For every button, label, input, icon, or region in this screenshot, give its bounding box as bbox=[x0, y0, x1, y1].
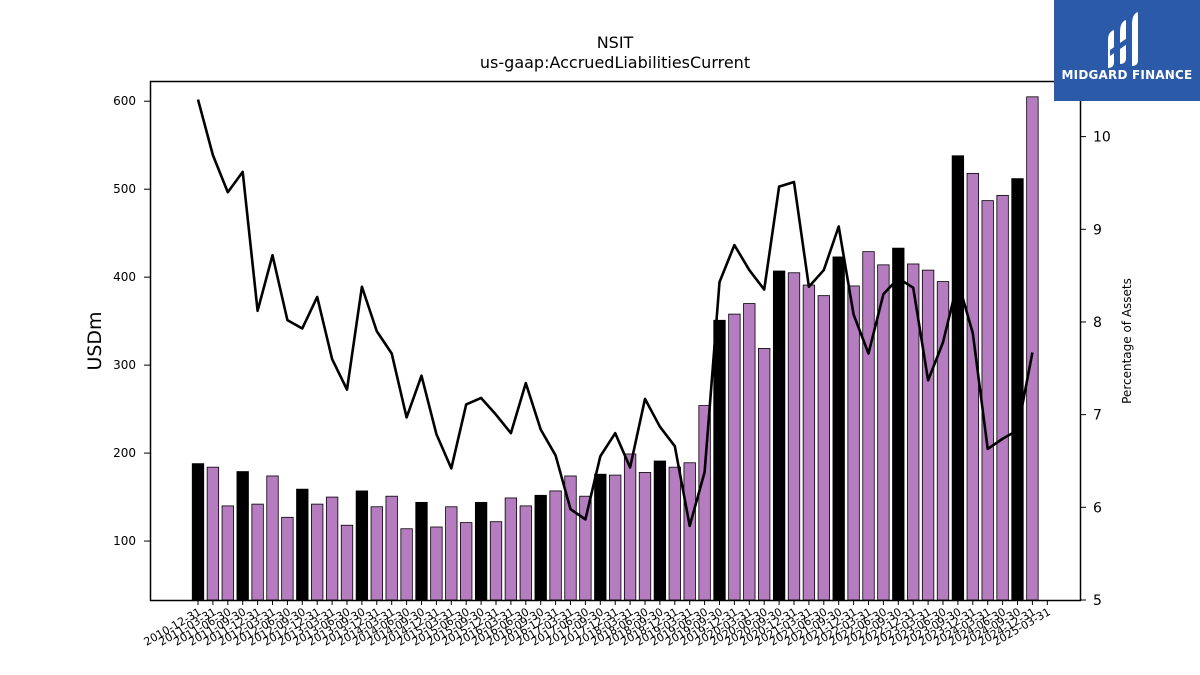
y-tick-label: 500 bbox=[113, 182, 136, 196]
y-tick-label: 400 bbox=[113, 270, 136, 284]
y2-tick-label: 10 bbox=[1093, 130, 1111, 146]
bar-2017-06-30 bbox=[579, 495, 592, 601]
bar-2016-12-31 bbox=[549, 490, 562, 601]
bar-2020-09-30 bbox=[772, 270, 786, 601]
bar-2018-12-31 bbox=[668, 466, 681, 601]
y2-tick-label: 5 bbox=[1093, 593, 1102, 609]
bar-2017-09-30 bbox=[594, 473, 607, 601]
y-axis-label: USDm bbox=[84, 311, 106, 370]
midgard-finance-logo: MIDGARD FINANCE bbox=[1054, 0, 1200, 101]
x-axis-ticks: 2010-12-312011-03-312011-06-302011-09-30… bbox=[142, 600, 1053, 649]
chart-subtitle: us-gaap:AccruedLiabilitiesCurrent bbox=[480, 53, 750, 72]
left-axis-ticks: 100 200 300 400 500 600 bbox=[113, 94, 150, 548]
bar-2014-12-31 bbox=[430, 526, 443, 601]
bar-2023-03-31 bbox=[921, 269, 935, 601]
bar-2016-06-30 bbox=[519, 505, 532, 601]
bar-2014-06-30 bbox=[400, 528, 413, 601]
y2-tick-label: 7 bbox=[1093, 408, 1102, 424]
y-tick-label: 600 bbox=[113, 94, 136, 108]
bar-2016-09-30 bbox=[534, 494, 547, 601]
y2-tick-label: 8 bbox=[1093, 315, 1102, 331]
bar-2016-03-31 bbox=[504, 497, 518, 601]
y-tick-label: 300 bbox=[113, 358, 136, 372]
bar-2011-12-31 bbox=[251, 503, 264, 601]
bar-2015-03-31 bbox=[445, 506, 458, 601]
line-group bbox=[196, 99, 1034, 528]
bar-2018-09-30 bbox=[653, 460, 667, 601]
bar-2014-03-31 bbox=[385, 495, 398, 601]
bar-2015-12-31 bbox=[489, 521, 503, 601]
logo-mark-icon bbox=[1108, 12, 1138, 68]
bar-2019-09-30 bbox=[713, 319, 726, 601]
bar-2023-12-31 bbox=[966, 172, 979, 601]
bar-2012-12-31 bbox=[311, 503, 324, 601]
bar-2019-03-31 bbox=[683, 462, 696, 601]
bar-2019-12-31 bbox=[728, 313, 741, 601]
bar-2017-12-31 bbox=[609, 474, 622, 601]
bar-2022-03-31 bbox=[862, 251, 875, 601]
bar-2013-03-31 bbox=[325, 496, 339, 601]
y2-tick-label: 6 bbox=[1093, 500, 1102, 516]
bar-2024-03-31 bbox=[981, 200, 994, 601]
bar-2021-03-31 bbox=[802, 284, 816, 601]
bar-2021-09-30 bbox=[832, 256, 845, 601]
bar-2012-09-30 bbox=[296, 488, 309, 601]
y-tick-label: 100 bbox=[113, 534, 136, 548]
percentage-line bbox=[196, 99, 1034, 528]
bar-2018-03-31 bbox=[623, 453, 637, 601]
bar-2012-06-30 bbox=[281, 516, 294, 601]
bar-2018-06-30 bbox=[638, 472, 652, 601]
bar-2024-06-30 bbox=[996, 194, 1009, 601]
bar-2010-12-31 bbox=[191, 463, 205, 601]
bar-2012-03-31 bbox=[266, 475, 279, 601]
bar-2021-06-30 bbox=[817, 295, 830, 601]
y2-tick-label: 9 bbox=[1093, 222, 1102, 238]
bar-2021-12-31 bbox=[847, 285, 860, 601]
bar-2011-09-30 bbox=[236, 471, 249, 601]
bar-2015-06-30 bbox=[460, 522, 473, 601]
bar-2020-06-30 bbox=[758, 348, 771, 601]
bar-2014-09-30 bbox=[415, 501, 428, 601]
bar-2020-03-31 bbox=[743, 303, 756, 601]
bar-2024-09-30 bbox=[1011, 178, 1024, 601]
bar-2020-12-31 bbox=[787, 272, 801, 601]
bar-2024-12-31 bbox=[1026, 96, 1039, 601]
bar-2022-09-30 bbox=[892, 247, 905, 601]
bar-2023-09-30 bbox=[951, 155, 965, 601]
right-axis-ticks: 5 6 7 8 9 10 bbox=[1080, 130, 1111, 609]
bar-2011-06-30 bbox=[221, 505, 234, 601]
bar-2013-06-30 bbox=[340, 524, 354, 601]
bar-2013-09-30 bbox=[355, 490, 369, 601]
bars-group bbox=[191, 96, 1039, 601]
bar-2015-09-30 bbox=[474, 501, 488, 601]
chart-title: NSIT bbox=[597, 33, 634, 52]
y2-axis-label: Percentage of Assets bbox=[1120, 278, 1134, 404]
y-tick-label: 200 bbox=[113, 446, 136, 460]
bar-2013-12-31 bbox=[370, 506, 383, 601]
bar-2011-03-31 bbox=[206, 466, 220, 601]
logo-text: MIDGARD FINANCE bbox=[1061, 68, 1193, 82]
